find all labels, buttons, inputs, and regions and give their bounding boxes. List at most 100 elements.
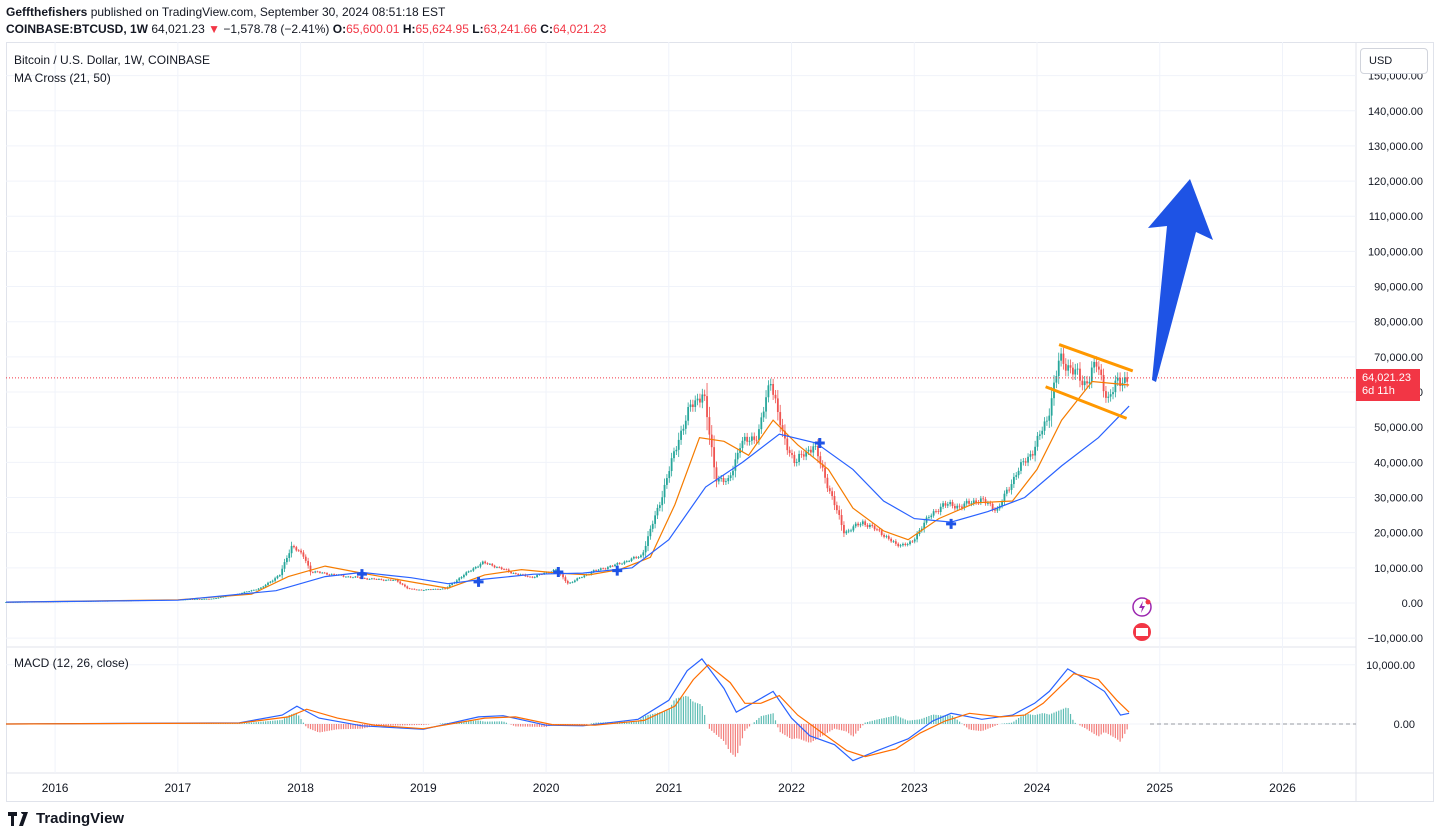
candle-body bbox=[370, 578, 373, 580]
x-tick-label: 2020 bbox=[533, 781, 560, 795]
candle-body bbox=[989, 503, 992, 504]
candle-body bbox=[595, 570, 597, 571]
price-tag-countdown: 6d 11h bbox=[1362, 385, 1395, 397]
candle-body bbox=[519, 574, 522, 576]
signal-line bbox=[5, 663, 1130, 758]
candle-body bbox=[477, 566, 479, 568]
candle-body bbox=[581, 577, 583, 579]
candle-body bbox=[727, 478, 730, 482]
candle-body bbox=[422, 590, 425, 591]
candle-body bbox=[1081, 380, 1084, 386]
candle-body bbox=[656, 507, 659, 516]
candle-body bbox=[307, 560, 310, 566]
candle-body bbox=[965, 500, 968, 504]
price-tag: 64,021.23 6d 11h bbox=[1356, 369, 1420, 401]
candle-body bbox=[968, 500, 970, 504]
publish-info: Geffthefishers published on TradingView.… bbox=[6, 5, 445, 19]
macd-tick-label: 10,000.00 bbox=[1366, 660, 1415, 672]
candle-body bbox=[701, 394, 704, 403]
candle-body bbox=[866, 524, 869, 528]
chart-title[interactable]: Bitcoin / U.S. Dollar, 1W, COINBASE bbox=[14, 53, 211, 67]
candle-body bbox=[963, 503, 966, 509]
candles bbox=[5, 347, 1129, 603]
candle-body bbox=[592, 570, 595, 573]
candle-body bbox=[444, 588, 446, 590]
candle-body bbox=[491, 563, 494, 566]
candle-body bbox=[330, 574, 333, 575]
candle-body bbox=[404, 584, 406, 587]
candle-body bbox=[779, 412, 782, 426]
candle-body bbox=[675, 449, 678, 452]
candle-body bbox=[458, 578, 461, 581]
candle-body bbox=[755, 439, 758, 441]
candle-body bbox=[295, 547, 298, 551]
axes: 2016 2017 2018 2019 2020 2021 2022 2023 2024 2025… bbox=[42, 71, 1423, 795]
candle-body bbox=[269, 581, 272, 583]
candle-body bbox=[297, 550, 300, 552]
candle-body bbox=[590, 572, 593, 575]
candle-body bbox=[876, 529, 878, 531]
candle-body bbox=[961, 506, 963, 509]
candle-body bbox=[488, 563, 491, 565]
candle-body bbox=[486, 563, 489, 565]
candle-body bbox=[455, 580, 458, 583]
ma-cross-legend[interactable]: MA Cross (21, 50) bbox=[14, 71, 111, 85]
candle-body bbox=[864, 521, 867, 525]
candle-body bbox=[342, 575, 345, 577]
candle-body bbox=[1046, 420, 1048, 422]
candle-body bbox=[703, 394, 706, 397]
candle-body bbox=[611, 565, 614, 567]
y-tick-label: 50,000.00 bbox=[1374, 422, 1423, 434]
candle-body bbox=[802, 454, 805, 457]
candle-body bbox=[564, 577, 567, 581]
currency-button[interactable]: USD bbox=[1360, 48, 1428, 74]
candle-body bbox=[1003, 493, 1006, 503]
candle-body bbox=[408, 588, 411, 590]
candle-body bbox=[1097, 366, 1100, 370]
candle-body bbox=[1093, 361, 1096, 368]
x-tick-label: 2019 bbox=[410, 781, 437, 795]
candle-body bbox=[196, 599, 199, 600]
candle-body bbox=[1071, 367, 1074, 375]
candle-body bbox=[899, 545, 902, 547]
candle-body bbox=[835, 505, 838, 511]
y-tick-label: 40,000.00 bbox=[1374, 457, 1423, 469]
candle-body bbox=[826, 477, 829, 489]
candle-body bbox=[788, 450, 791, 454]
candle-body bbox=[1100, 369, 1103, 375]
candle-body bbox=[687, 407, 690, 421]
candle-body bbox=[953, 505, 956, 509]
candle-body bbox=[831, 491, 834, 497]
candle-body bbox=[205, 598, 208, 600]
candle-body bbox=[658, 505, 661, 508]
candle-body bbox=[680, 430, 682, 440]
candle-body bbox=[887, 536, 890, 539]
candle-body bbox=[767, 385, 770, 398]
candle-body bbox=[958, 505, 961, 507]
candle-body bbox=[666, 478, 668, 485]
candle-body bbox=[956, 505, 959, 509]
candle-body bbox=[911, 541, 914, 543]
candle-body bbox=[642, 552, 645, 556]
candle-body bbox=[415, 589, 418, 591]
candle-body bbox=[1067, 365, 1070, 371]
candle-body bbox=[385, 579, 387, 581]
macd-pane bbox=[5, 658, 1130, 762]
candle-body bbox=[597, 569, 600, 571]
candle-body bbox=[212, 598, 215, 600]
candle-body bbox=[1024, 461, 1027, 463]
x-tick-label: 2021 bbox=[655, 781, 682, 795]
candle-body bbox=[663, 484, 666, 498]
candle-body bbox=[623, 561, 626, 564]
candle-body bbox=[668, 471, 671, 479]
candle-body bbox=[198, 599, 201, 600]
open-label: O: bbox=[332, 22, 347, 36]
candle-body bbox=[366, 578, 369, 580]
candle-body bbox=[1086, 381, 1088, 384]
macd-legend[interactable]: MACD (12, 26, close) bbox=[14, 656, 129, 670]
candle-body bbox=[708, 417, 711, 435]
publisher-name[interactable]: Geffthefishers bbox=[6, 5, 88, 19]
brand[interactable]: TradingView bbox=[8, 810, 124, 827]
candle-body bbox=[260, 587, 262, 589]
